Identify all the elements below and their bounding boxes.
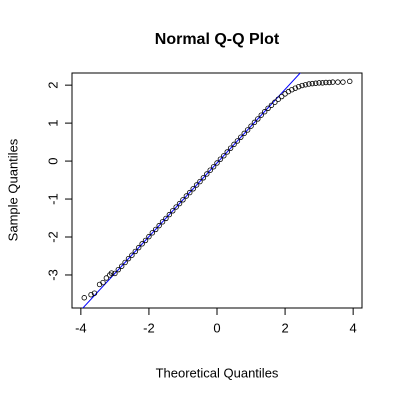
data-point [108,270,115,276]
data-point [347,78,353,85]
data-point [153,226,159,233]
data-point [224,149,230,155]
data-point [326,79,333,86]
reference-line [82,73,301,308]
data-point [166,211,173,218]
data-point [330,79,336,85]
data-point [118,263,125,269]
data-point [180,197,186,203]
data-point [309,80,316,87]
data-point [183,193,190,199]
data-point [265,105,271,112]
data-point [295,83,302,90]
data-point [234,138,241,144]
y-tick-label: -2 [45,231,60,243]
data-point [129,252,135,258]
data-point [289,87,295,93]
data-point [132,248,139,255]
data-point [292,85,298,91]
data-point [340,79,346,85]
data-point [272,99,278,105]
data-point [313,80,319,86]
data-point [227,145,234,151]
data-point [316,80,322,86]
data-point [221,153,227,159]
data-point [261,109,268,115]
data-point [112,270,118,277]
data-point [217,156,224,162]
data-point [302,82,309,88]
data-point [238,134,244,140]
data-point [190,186,196,192]
data-point [306,81,312,87]
data-point [176,200,183,207]
y-tick-label: 0 [45,157,60,164]
y-axis-label: Sample Quantiles [5,138,20,241]
x-axis-label: Theoretical Quantiles [156,365,279,380]
x-tick-label: 2 [281,320,288,335]
x-tick-label: 4 [350,320,357,335]
data-point [103,275,110,281]
data-point [319,80,326,86]
data-point [170,208,176,214]
data-point [244,127,251,133]
data-point [231,141,237,148]
data-point [193,182,200,188]
data-point [210,164,217,170]
data-point [251,119,258,126]
data-point [149,230,156,236]
data-point [142,237,149,244]
data-point [335,79,341,85]
x-tick-label: -2 [143,320,155,335]
data-point [278,93,285,100]
plot-area [82,73,301,308]
data-point [91,290,98,296]
data-point [159,219,166,225]
data-point [122,259,128,266]
chart-title: Normal Q-Q Plot [155,31,280,48]
data-point [207,167,213,173]
data-point [323,79,329,86]
data-point [255,116,261,122]
data-point [173,204,179,210]
y-tick-label: 2 [45,82,60,89]
data-point [275,96,281,102]
data-point [163,215,169,222]
data-point [81,295,87,301]
y-tick-label: 1 [45,119,60,126]
data-point [156,222,162,229]
data-point [197,178,203,185]
x-tick-label: -4 [75,320,87,335]
data-point [258,112,264,118]
data-point [136,244,142,251]
y-tick-label: -1 [45,193,60,205]
data-point [115,266,121,273]
data-point [125,255,132,262]
data-point [187,189,193,196]
data-point [268,102,275,108]
data-point [146,233,152,240]
data-point [241,130,247,137]
data-point [139,241,145,247]
data-point [200,175,207,181]
data-point [204,171,210,177]
data-point [100,279,106,286]
data-point [88,292,94,298]
data-point [248,123,254,129]
x-tick-label: 0 [213,320,220,335]
y-tick-label: -3 [45,269,60,281]
data-point [214,160,220,166]
data-point [299,82,305,89]
